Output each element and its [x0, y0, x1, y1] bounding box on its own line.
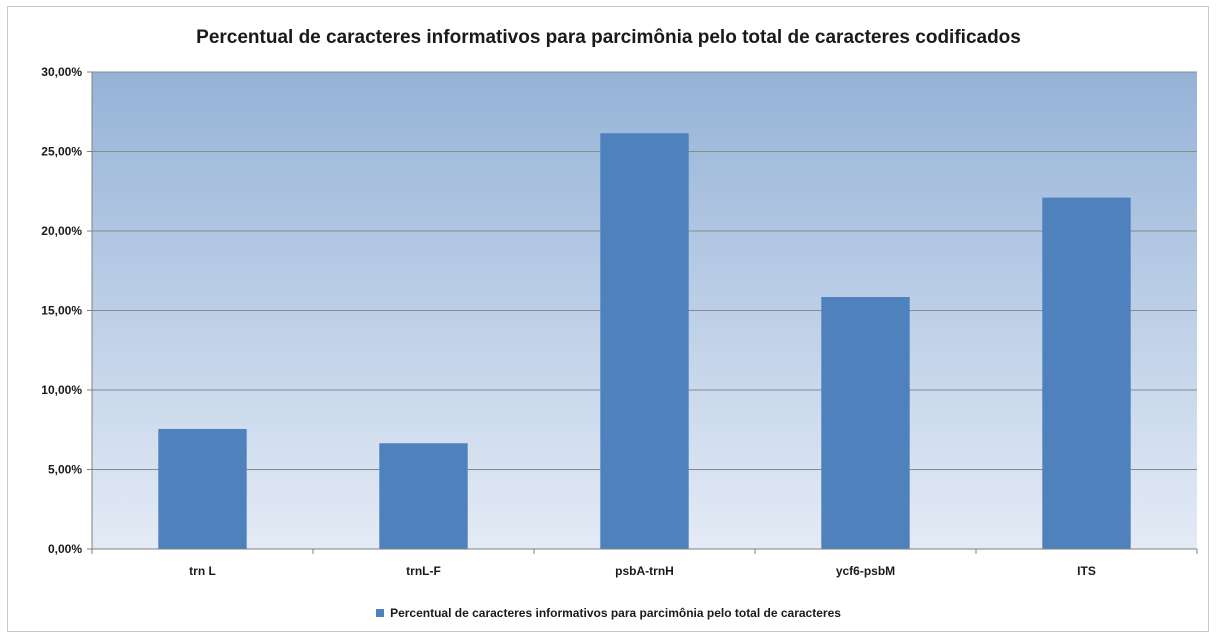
bar-its — [1042, 197, 1131, 550]
y-tick-label: 15,00% — [41, 304, 82, 318]
axes — [87, 71, 1198, 554]
x-tick-label: ycf6-psbM — [836, 564, 895, 578]
x-tick-label: trnL-F — [406, 564, 441, 578]
bar-ycf6-psbm — [821, 296, 910, 549]
chart-title: Percentual de caracteres informativos pa… — [196, 27, 1021, 48]
y-axis-tick-labels: 0,00% 5,00% 10,00% 15,00% 20,00% 25,00% 30,00% — [41, 65, 82, 556]
bar-trn-l — [158, 428, 247, 549]
legend: Percentual de caracteres informativos pa… — [0, 606, 1217, 620]
bars — [158, 133, 1131, 550]
x-tick-label: trn L — [189, 564, 216, 578]
y-tick-label: 30,00% — [41, 65, 82, 79]
legend-label: Percentual de caracteres informativos pa… — [390, 606, 841, 620]
legend-swatch — [376, 609, 385, 617]
bar-psba-trnh — [600, 133, 689, 549]
x-tick-label: ITS — [1077, 564, 1096, 578]
y-tick-label: 20,00% — [41, 224, 82, 238]
y-tick-label: 5,00% — [48, 463, 82, 477]
y-tick-label: 25,00% — [41, 145, 82, 159]
x-tick-label: psbA-trnH — [615, 564, 674, 578]
y-tick-label: 0,00% — [48, 542, 82, 556]
y-tick-label: 10,00% — [41, 383, 82, 397]
bar-trnl-f — [379, 443, 468, 549]
x-axis-tick-labels: trn L trnL-F psbA-trnH ycf6-psbM ITS — [189, 564, 1096, 578]
